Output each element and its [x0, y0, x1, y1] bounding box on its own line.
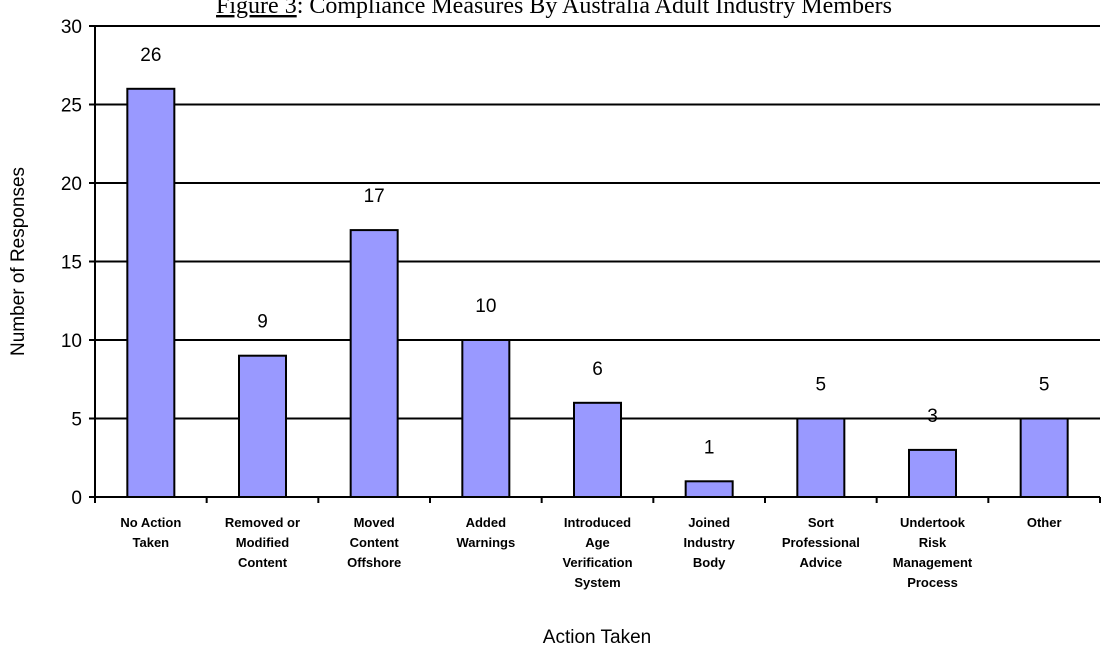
y-tick-label: 15	[61, 253, 82, 274]
y-axis-label: Number of Responses	[8, 167, 29, 356]
data-label: 17	[364, 186, 385, 207]
x-category-label: Introduced Age Verification System	[562, 515, 632, 590]
y-tick-label: 20	[61, 174, 82, 195]
title-figure-number: Figure 3	[216, 0, 297, 19]
x-category-label: Undertook Risk Management Process	[893, 515, 973, 590]
y-tick-labels: 0 5 10 15 20 25 30	[61, 17, 82, 509]
y-tick-label: 10	[61, 331, 82, 352]
data-label: 9	[257, 312, 268, 333]
x-category-labels: No Action Taken Removed or Modified Content M…	[120, 515, 1061, 590]
bar	[796, 417, 846, 498]
data-label: 10	[475, 296, 496, 317]
x-category-label: Removed or Modified Content	[225, 515, 300, 570]
bar	[238, 354, 287, 499]
x-category-label: Sort Professional Advice	[782, 515, 860, 570]
x-category-label: Added Warnings	[456, 515, 515, 550]
x-axis-label: Action Taken	[543, 627, 651, 648]
title-description: : Compliance Measures By Australia Adult…	[297, 0, 892, 19]
data-label: 1	[704, 437, 715, 458]
bar	[573, 401, 622, 498]
y-tick-label: 25	[61, 96, 82, 117]
chart-title: Figure 3: Compliance Measures By Austral…	[216, 0, 892, 19]
bar	[1019, 417, 1069, 498]
bar	[684, 480, 734, 498]
bar	[908, 448, 957, 498]
data-label: 26	[140, 45, 161, 66]
bar	[349, 229, 399, 498]
x-category-label: No Action Taken	[120, 515, 181, 550]
x-category-label: Moved Content Offshore	[347, 515, 401, 570]
y-tick-label: 5	[71, 410, 82, 431]
bar	[126, 87, 176, 499]
data-label: 5	[1039, 375, 1050, 396]
chart-title-text: Figure 3: Compliance Measures By Austral…	[216, 0, 892, 19]
y-tick-label: 0	[71, 488, 82, 509]
x-category-label: Other	[1027, 515, 1062, 530]
bars	[126, 87, 1069, 499]
data-label: 6	[592, 359, 603, 380]
y-tick-label: 30	[61, 17, 82, 38]
data-label: 5	[816, 375, 827, 396]
data-label: 3	[927, 406, 938, 427]
x-category-label: Joined Industry Body	[684, 515, 736, 570]
data-labels: 26 9 17 10 6 1 5 3 5	[140, 45, 1050, 458]
gridlines	[95, 25, 1100, 420]
bar	[461, 339, 511, 498]
